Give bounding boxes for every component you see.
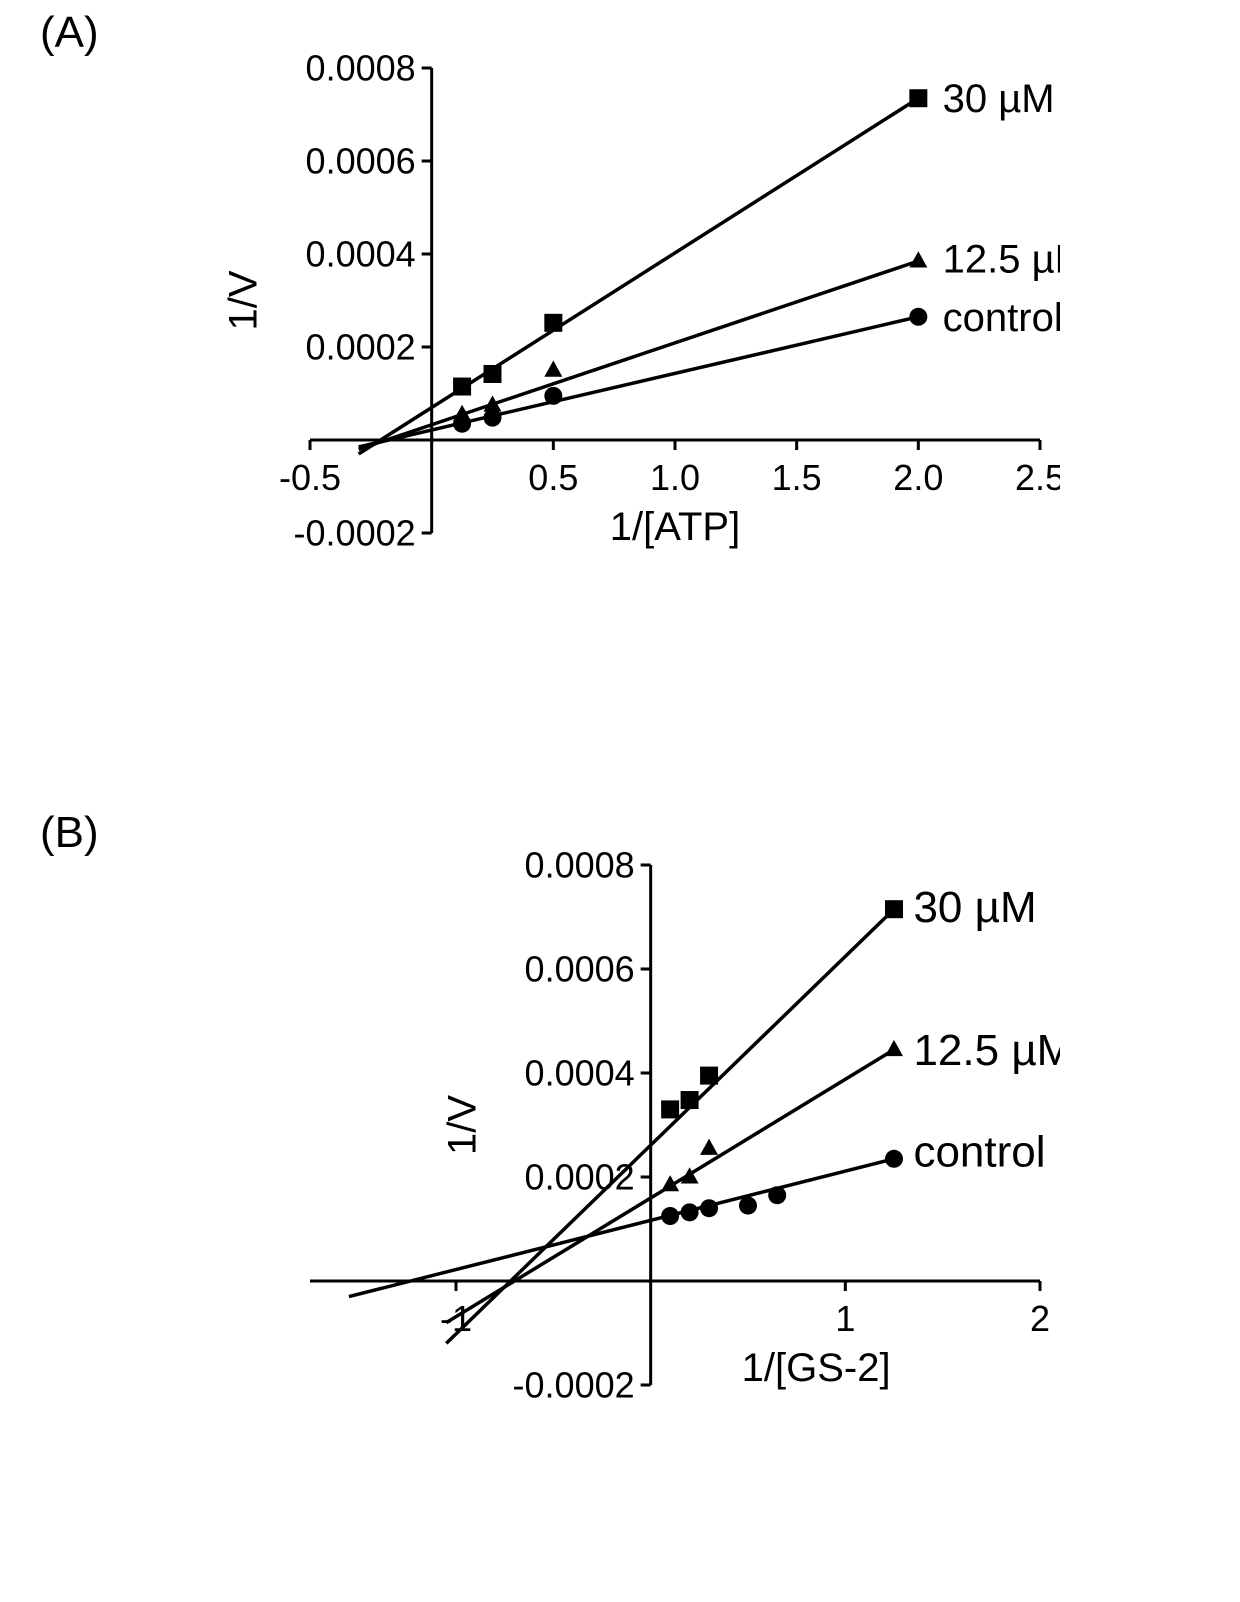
svg-text:12.5 µM: 12.5 µM <box>943 238 1060 282</box>
svg-text:0.0004: 0.0004 <box>525 1053 635 1094</box>
svg-text:1.5: 1.5 <box>772 457 822 498</box>
svg-text:1.0: 1.0 <box>650 457 700 498</box>
panel-b-label: (B) <box>40 808 99 858</box>
svg-text:0.0006: 0.0006 <box>525 949 635 990</box>
svg-text:control: control <box>943 296 1060 340</box>
panel-a-chart: -0.5 0.5 1.0 1.5 2.0 2.5 -0.0002 0.0002 0.0004 0.… <box>170 48 1060 633</box>
svg-text:0.0002: 0.0002 <box>306 327 416 368</box>
svg-text:2.0: 2.0 <box>893 457 943 498</box>
svg-text:0.0004: 0.0004 <box>306 234 416 275</box>
svg-text:1/[GS-2]: 1/[GS-2] <box>742 1346 891 1390</box>
panel-a-label: (A) <box>40 8 99 58</box>
svg-text:1: 1 <box>835 1298 855 1339</box>
svg-text:0.5: 0.5 <box>528 457 578 498</box>
svg-text:1/[ATP]: 1/[ATP] <box>610 505 740 549</box>
figure-container: (A) -0.5 0.5 1.0 1.5 2.0 2.5 -0.0002 0.0002 0.00… <box>0 0 1240 1602</box>
svg-text:2: 2 <box>1030 1298 1050 1339</box>
svg-text:0.0008: 0.0008 <box>525 845 635 886</box>
svg-text:1/V: 1/V <box>441 1095 485 1155</box>
svg-text:-0.0002: -0.0002 <box>294 513 416 554</box>
svg-text:control: control <box>913 1127 1045 1176</box>
svg-text:-0.0002: -0.0002 <box>513 1365 635 1406</box>
panel-b-chart: -112-0.00020.00020.00040.00060.00081/[GS… <box>170 845 1060 1485</box>
svg-text:0.0006: 0.0006 <box>306 141 416 182</box>
svg-text:30 µM: 30 µM <box>913 883 1036 932</box>
svg-text:1/V: 1/V <box>222 270 266 330</box>
svg-text:2.5: 2.5 <box>1015 457 1060 498</box>
svg-text:0.0008: 0.0008 <box>306 48 416 89</box>
svg-text:30 µM: 30 µM <box>943 77 1055 121</box>
svg-text:12.5 µM: 12.5 µM <box>913 1026 1060 1075</box>
svg-text:-0.5: -0.5 <box>279 457 341 498</box>
